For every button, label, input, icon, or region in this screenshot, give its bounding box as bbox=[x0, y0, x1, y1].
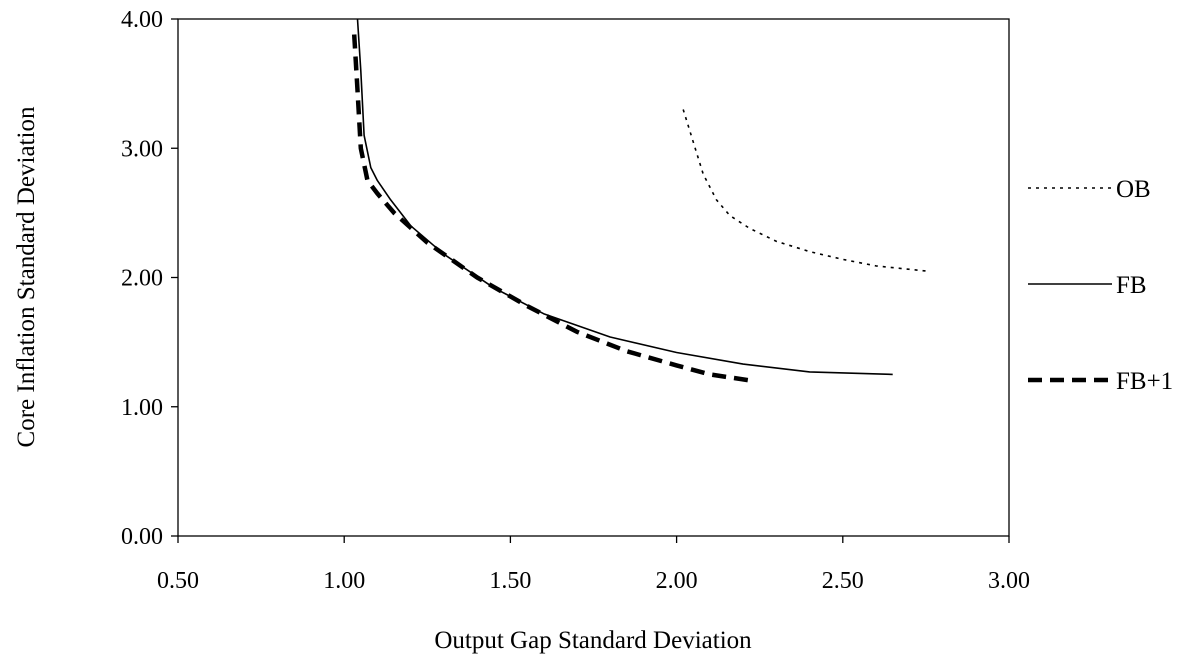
legend: OB FB FB+1 bbox=[1028, 176, 1173, 395]
y-tick-label: 0.00 bbox=[121, 524, 163, 550]
x-tick-label: 2.50 bbox=[822, 568, 864, 594]
y-tick-label: 4.00 bbox=[121, 7, 163, 33]
y-tick-label: 1.00 bbox=[121, 395, 163, 421]
legend-label: OB bbox=[1116, 176, 1151, 203]
y-axis-ticks: 0.00 1.00 2.00 3.00 4.00 bbox=[121, 7, 178, 550]
legend-label: FB bbox=[1116, 272, 1147, 299]
series-layer bbox=[351, 18, 926, 384]
x-tick-label: 2.00 bbox=[656, 568, 698, 594]
x-tick-label: 1.50 bbox=[489, 568, 531, 594]
y-tick-label: 2.00 bbox=[121, 266, 163, 292]
x-tick-label: 3.00 bbox=[988, 568, 1030, 594]
x-axis-ticks: 0.50 1.00 1.50 2.00 2.50 3.00 bbox=[157, 536, 1030, 594]
x-tick-label: 1.00 bbox=[323, 568, 365, 594]
series-line-fb bbox=[356, 18, 893, 376]
plot-area bbox=[177, 18, 1010, 537]
legend-label: FB+1 bbox=[1116, 368, 1173, 395]
series-line-ob bbox=[682, 109, 926, 272]
x-tick-label: 0.50 bbox=[157, 568, 199, 594]
x-axis-title: Output Gap Standard Deviation bbox=[434, 627, 752, 654]
series-line-fb-1 bbox=[351, 34, 754, 384]
y-axis-title: Core Inflation Standard Deviation bbox=[13, 106, 40, 447]
y-tick-label: 3.00 bbox=[121, 136, 163, 162]
